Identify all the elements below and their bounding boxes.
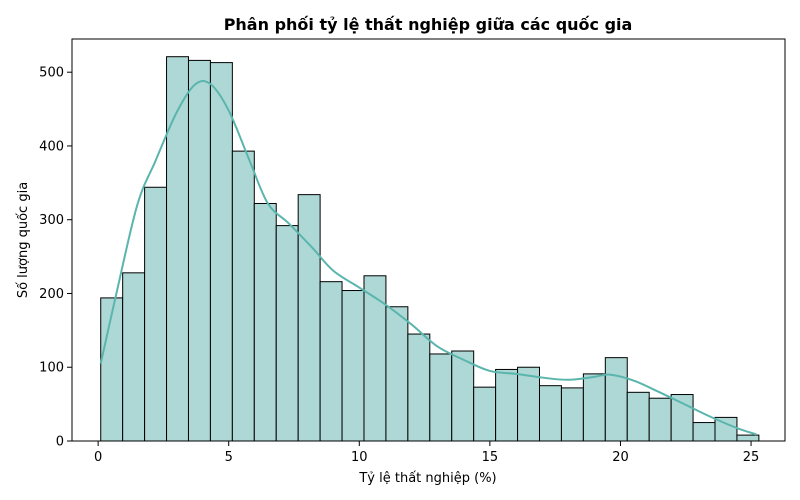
histogram-bar (341, 290, 365, 442)
histogram-bar (538, 385, 562, 442)
x-tick-label: 25 (743, 450, 760, 465)
histogram-bar (429, 353, 453, 442)
histogram-bar (517, 366, 540, 442)
histogram-bar (692, 422, 716, 442)
histogram-bars (100, 56, 760, 442)
x-tick-label: 10 (351, 450, 368, 465)
y-tick-label: 300 (39, 213, 64, 228)
histogram-bar (122, 272, 146, 442)
kde-curve (99, 79, 757, 436)
histogram-bar (253, 202, 277, 442)
histogram-bar (648, 397, 672, 442)
histogram-bar (451, 350, 475, 442)
histogram-bar (495, 368, 519, 442)
histogram-bar (473, 386, 497, 442)
histogram-bar (670, 394, 694, 442)
y-tick-label: 0 (56, 435, 64, 450)
histogram-bar (275, 225, 299, 442)
x-tick-label: 5 (225, 450, 233, 465)
histogram-bar (626, 391, 650, 442)
histogram-bar (209, 62, 233, 442)
y-axis-ticks: 0 100 200 300 400 500 (39, 66, 72, 450)
y-tick-label: 100 (39, 361, 64, 376)
histogram-bar (319, 281, 343, 442)
histogram-bar (385, 306, 409, 442)
x-tick-label: 20 (612, 450, 629, 465)
x-tick-label: 15 (482, 450, 499, 465)
histogram-bar (407, 333, 431, 442)
y-tick-label: 200 (39, 287, 64, 302)
histogram-bar (100, 297, 124, 442)
x-tick-label: 0 (94, 450, 102, 465)
plot-frame (71, 38, 786, 442)
histogram-bar (166, 56, 189, 442)
y-axis-label: Số lượng quốc gia (16, 182, 31, 298)
histogram-bar (144, 186, 168, 442)
histogram-bar (297, 194, 321, 442)
histogram-bar (736, 434, 760, 442)
x-axis-label: Tỷ lệ thất nghiệp (%) (358, 471, 496, 486)
histogram-bar (187, 59, 211, 442)
histogram-bar (231, 150, 255, 442)
y-tick-label: 400 (39, 139, 64, 154)
chart-title: Phân phối tỷ lệ thất nghiệp giữa các quố… (224, 15, 633, 34)
histogram-bar (604, 357, 628, 442)
histogram-bar (560, 387, 584, 442)
y-tick-label: 500 (39, 66, 64, 81)
histogram-bar (363, 275, 387, 442)
x-axis-ticks: 0 5 10 15 20 25 (94, 441, 759, 465)
histogram-bar (582, 373, 606, 442)
